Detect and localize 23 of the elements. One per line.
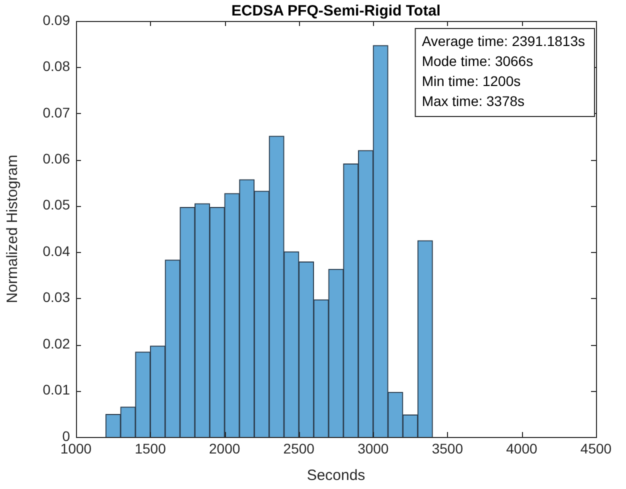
y-tick-label: 0.06 bbox=[42, 150, 70, 167]
y-tick-label: 0.03 bbox=[42, 289, 70, 306]
y-tick-label: 0.04 bbox=[42, 242, 70, 259]
annotation: Mode time: 3066s bbox=[422, 52, 534, 69]
x-tick-label: 4500 bbox=[580, 440, 612, 456]
y-tick-label: 0.07 bbox=[42, 104, 70, 120]
x-tick-label: 3000 bbox=[358, 440, 389, 456]
x-tick-label: 3500 bbox=[432, 440, 464, 456]
annotation: Average time: 2391.1813s bbox=[422, 32, 585, 49]
y-tick-label: 0.05 bbox=[42, 196, 70, 213]
y-tick-label: 0.01 bbox=[42, 382, 70, 398]
y-tick-label: 0.02 bbox=[42, 335, 70, 352]
y-axis-title: Normalized Histogram bbox=[4, 154, 22, 304]
annotation: Max time: 3378s bbox=[422, 92, 525, 109]
x-axis-title: Seconds bbox=[306, 467, 366, 484]
y-tick-label: 0.08 bbox=[42, 58, 70, 74]
x-tick-label: 2000 bbox=[208, 440, 240, 456]
annotation: Min time: 1200s bbox=[422, 72, 521, 89]
x-tick-label: 2500 bbox=[283, 440, 315, 456]
x-tick-label: 4000 bbox=[506, 440, 538, 456]
y-tick-label: 0.09 bbox=[42, 12, 70, 28]
x-tick-label: 1500 bbox=[134, 440, 166, 456]
chart-title: ECDSA PFQ-Semi-Rigid Total bbox=[231, 2, 441, 20]
